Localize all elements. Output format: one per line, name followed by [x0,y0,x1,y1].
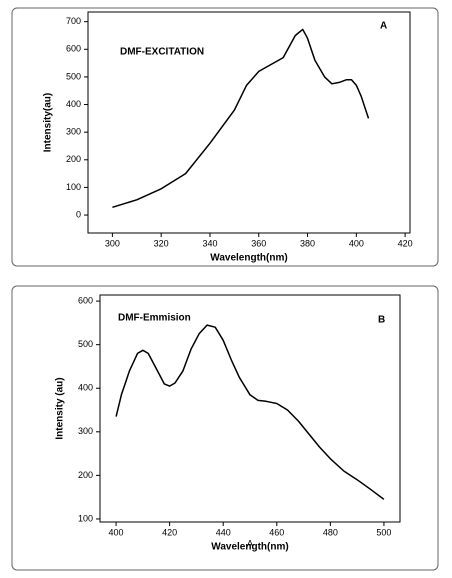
x-tick-label: 440 [216,527,231,537]
x-tick-label: 500 [376,527,391,537]
y-tick-label: 400 [78,383,93,393]
x-axis-label: Wavelength(nm) [211,542,288,553]
y-tick-label: 0 [76,209,81,219]
y-tick-label: 500 [66,71,81,81]
y-tick-label: 100 [66,182,81,192]
y-tick-label: 600 [78,295,93,305]
x-tick-label: 420 [398,238,413,248]
x-tick-label: 360 [251,238,266,248]
x-tick-label: 420 [162,527,177,537]
data-line [115,324,385,500]
y-tick-label: 400 [66,99,81,109]
y-tick-label: 300 [78,426,93,436]
x-tick-label: 400 [109,527,124,537]
x-tick-label: 460 [269,527,284,537]
y-tick-label: 600 [66,44,81,54]
marker-text: A [247,538,253,548]
y-axis-label: Intensity (au) [55,377,66,439]
y-tick-label: 200 [78,470,93,480]
plot-frame [99,294,401,523]
panel-label: A [380,21,387,32]
y-tick-label: 300 [66,127,81,137]
y-tick-label: 700 [66,16,81,26]
x-tick-label: 300 [105,238,120,248]
x-tick-label: 480 [323,527,338,537]
y-tick-label: 500 [78,339,93,349]
x-tick-label: 340 [202,238,217,248]
plot-frame [87,11,411,234]
x-axis-label: Wavelength(nm) [210,253,287,264]
panel-frame [11,7,439,267]
x-tick-label: 400 [349,238,364,248]
x-tick-label: 320 [154,238,169,248]
x-tick-label: 380 [300,238,315,248]
annotation: DMF-EXCITATION [120,47,204,58]
annotation: DMF-Emmision [118,313,191,324]
panel-frame [11,285,439,571]
y-tick-label: 100 [78,513,93,523]
panel-label: B [378,315,385,326]
y-tick-label: 200 [66,154,81,164]
data-line [112,28,370,209]
y-axis-label: Intensity(au) [43,93,54,152]
